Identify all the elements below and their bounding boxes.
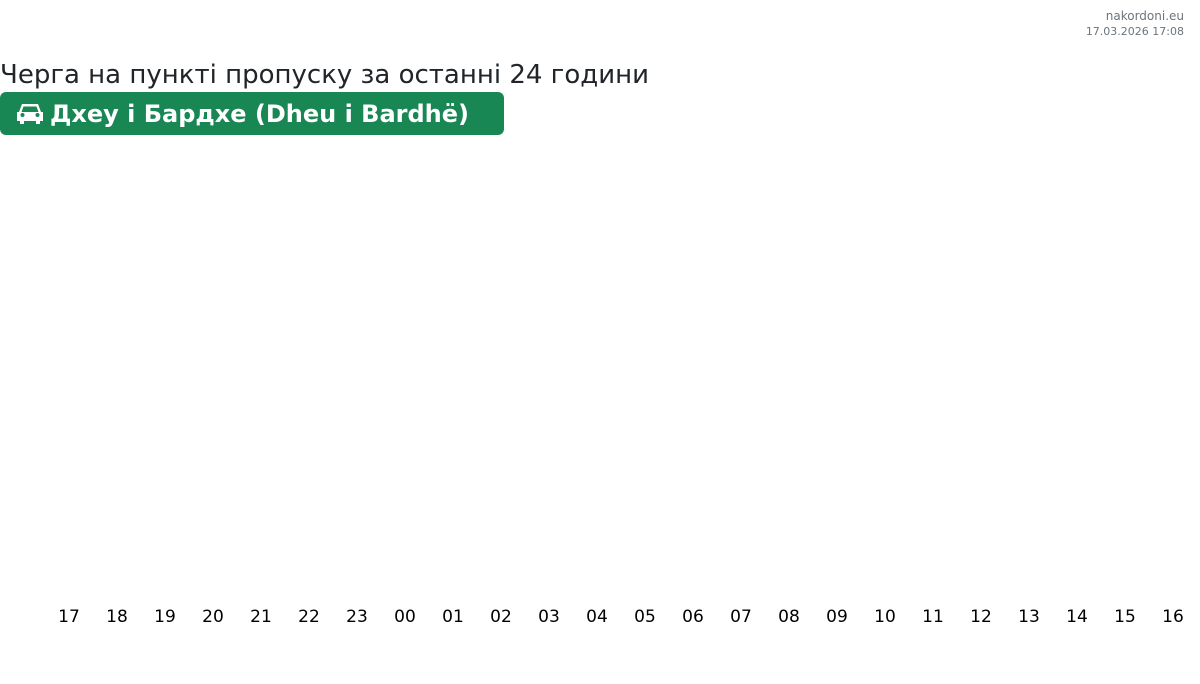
checkpoint-badge: Дхеу і Бардхе (Dheu i Bardhë) [0,92,504,135]
x-tick-label: 13 [1018,607,1040,627]
x-tick-label: 17 [58,607,80,627]
x-tick-label: 10 [874,607,896,627]
x-tick-label: 05 [634,607,656,627]
x-tick-label: 21 [250,607,272,627]
car-icon [17,103,43,124]
x-tick-label: 02 [490,607,512,627]
x-tick-label: 01 [442,607,464,627]
x-tick-label: 12 [970,607,992,627]
checkpoint-name: Дхеу і Бардхе (Dheu i Bardhë) [50,99,469,128]
x-tick-label: 06 [682,607,704,627]
x-tick-label: 18 [106,607,128,627]
x-tick-label: 04 [586,607,608,627]
x-tick-label: 22 [298,607,320,627]
brand: nakordoni.eu 17.03.2026 17:08 [1086,9,1184,39]
x-tick-label: 00 [394,607,416,627]
x-tick-label: 09 [826,607,848,627]
x-tick-label: 03 [538,607,560,627]
x-tick-label: 19 [154,607,176,627]
x-tick-label: 14 [1066,607,1088,627]
x-tick-label: 11 [922,607,944,627]
site-name: nakordoni.eu [1105,9,1184,23]
x-axis: 17 18 19 20 21 22 23 00 01 02 03 04 05 06 07 08 09 10 11 12… [0,607,1200,631]
x-tick-label: 23 [346,607,368,627]
x-tick-label: 15 [1114,607,1136,627]
x-tick-label: 16 [1162,607,1184,627]
x-tick-label: 08 [778,607,800,627]
timestamp: 17.03.2026 17:08 [1085,25,1184,38]
x-tick-label: 20 [202,607,224,627]
x-tick-label: 07 [730,607,752,627]
page-title: Черга на пункті пропуску за останні 24 г… [0,60,650,90]
